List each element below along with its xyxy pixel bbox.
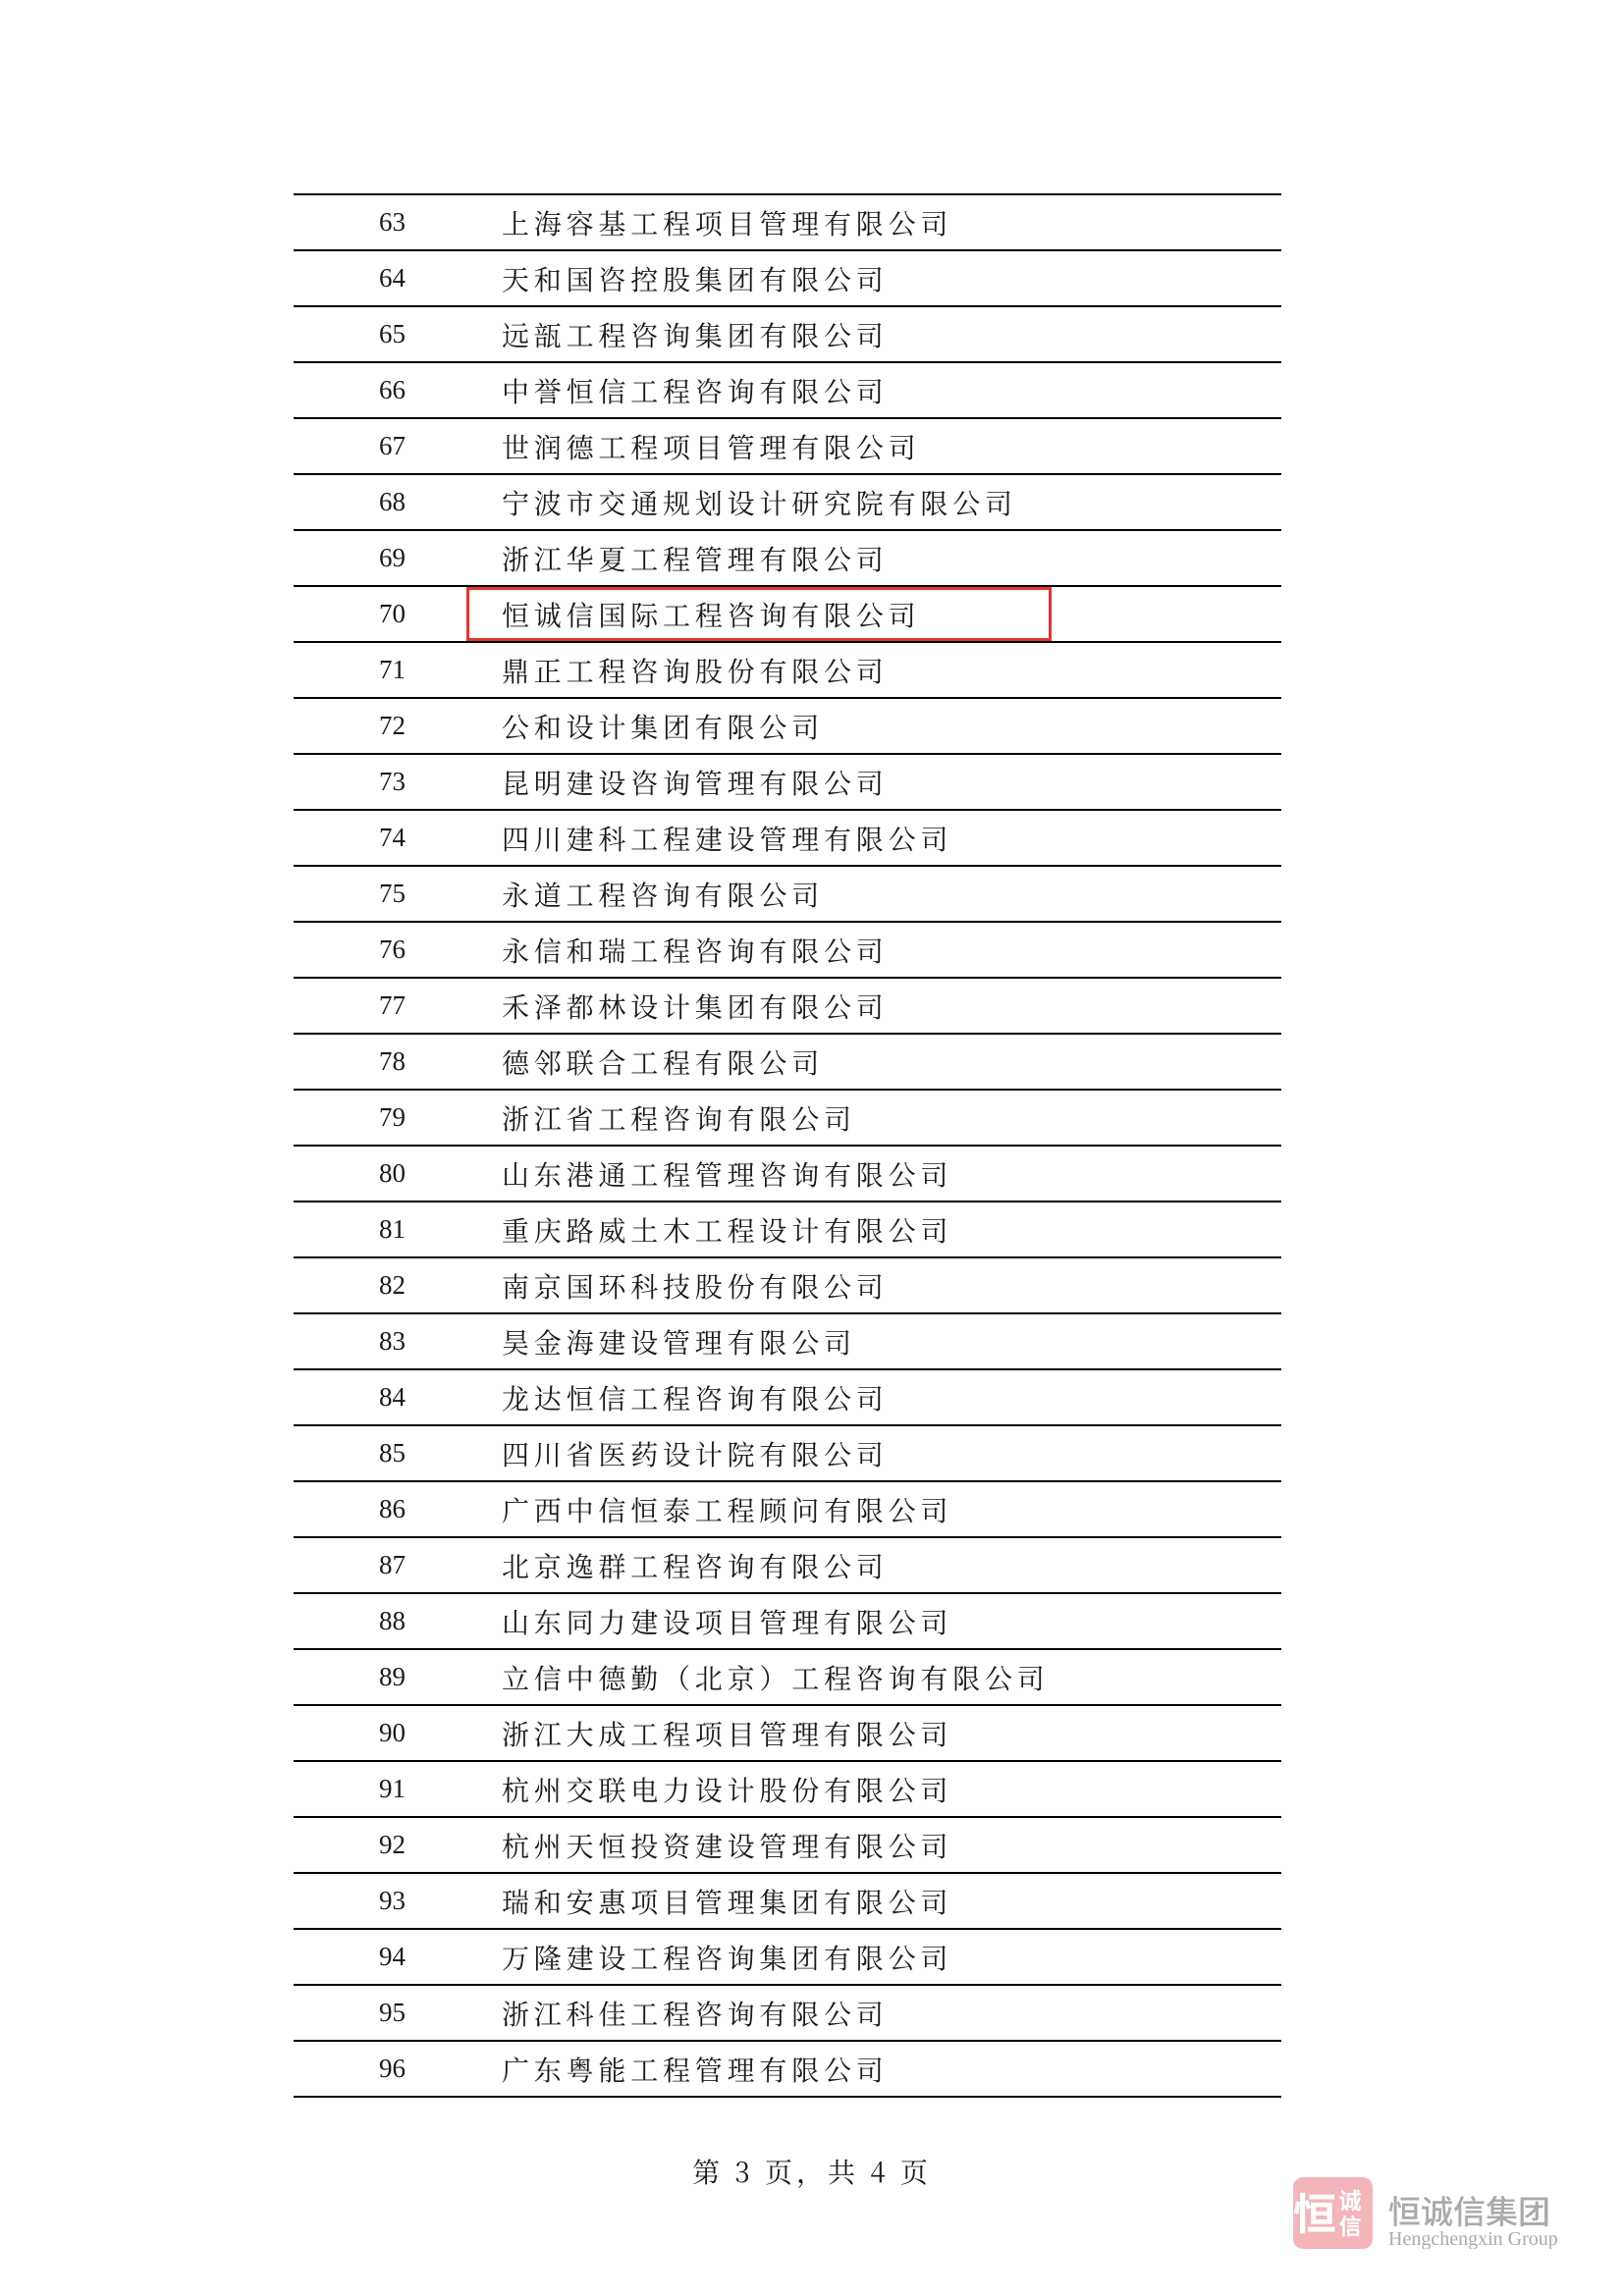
svg-text:恒诚信集团: 恒诚信集团 xyxy=(1388,2186,1550,2233)
svg-text:恒: 恒 xyxy=(1293,2179,1336,2242)
svg-text:Hengchengxin Group: Hengchengxin Group xyxy=(1388,2228,1558,2249)
svg-text:信: 信 xyxy=(1339,2208,1362,2241)
